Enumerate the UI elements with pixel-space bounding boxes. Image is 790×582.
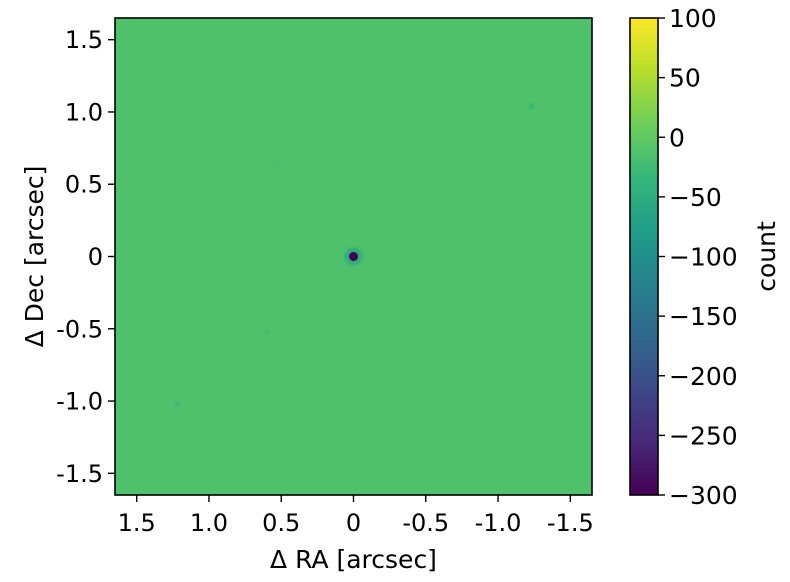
feature-1 (528, 103, 534, 109)
feature-3 (437, 178, 443, 184)
colorbar (630, 18, 658, 495)
feature-0 (349, 252, 358, 261)
colorbar-label: count (752, 221, 781, 292)
y-tick-label: 1.5 (65, 26, 103, 54)
x-tick-label: 1.0 (190, 509, 228, 537)
feature-2 (274, 162, 280, 168)
colorbar-tick-label: −50 (669, 183, 722, 212)
colorbar-tick-label: 50 (669, 64, 701, 93)
y-tick-label: -0.5 (56, 315, 103, 343)
feature-5 (174, 401, 180, 407)
x-tick-label: 1.5 (118, 509, 156, 537)
y-axis-label: Δ Dec [arcsec] (20, 166, 49, 348)
x-tick-label: -1.0 (475, 509, 522, 537)
colorbar-tick-label: −300 (669, 481, 738, 510)
colorbar-tick-label: 0 (669, 123, 685, 152)
colorbar-tick-label: 100 (669, 4, 717, 33)
heatmap-features (174, 103, 534, 407)
x-tick-label: 0 (346, 509, 361, 537)
x-axis-label: Δ RA [arcsec] (270, 545, 437, 574)
colorbar-tick-label: −100 (669, 243, 738, 272)
colorbar-tick-label: −250 (669, 421, 738, 450)
x-axis-ticks: 1.5 1.0 0.5 0 -0.5 -1.0 -1.5 (118, 495, 594, 537)
colorbar-tick-label: −200 (669, 362, 738, 391)
x-tick-label: -0.5 (402, 509, 449, 537)
y-tick-label: 1.0 (65, 98, 103, 126)
y-tick-label: 0 (88, 243, 103, 271)
feature-4 (264, 329, 270, 335)
x-tick-label: -1.5 (547, 509, 594, 537)
y-tick-label: 0.5 (65, 171, 103, 199)
y-tick-label: -1.5 (56, 460, 103, 488)
colorbar-ticks: 100 50 0 −50 −100 −150 −200 −250 −300 (658, 4, 738, 510)
colorbar-tick-label: −150 (669, 302, 738, 331)
y-tick-label: -1.0 (56, 388, 103, 416)
y-axis-ticks: 1.5 1.0 0.5 0 -0.5 -1.0 -1.5 (56, 26, 115, 488)
x-tick-label: 0.5 (262, 509, 300, 537)
